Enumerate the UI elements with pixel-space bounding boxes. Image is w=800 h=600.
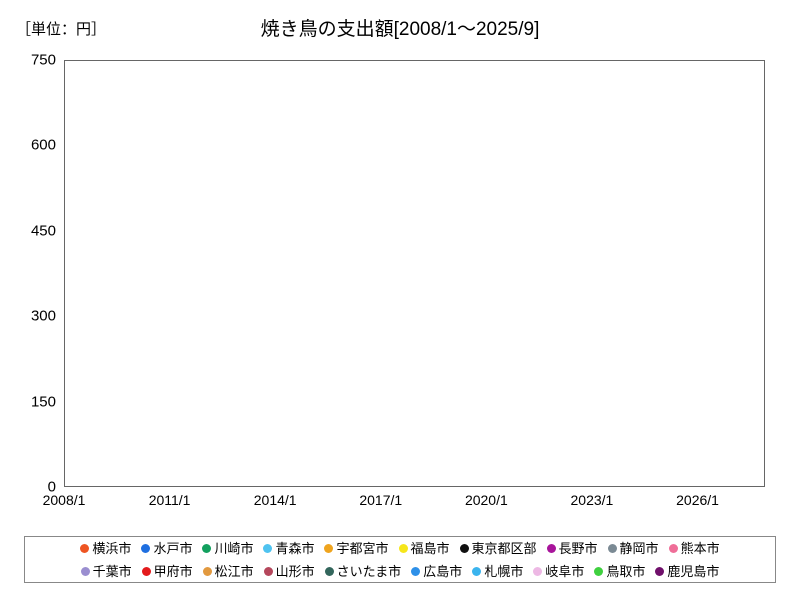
plot-frame xyxy=(64,60,765,487)
legend-label: 東京都区部 xyxy=(471,541,537,556)
legend-marker-icon xyxy=(80,567,90,576)
legend-marker-icon xyxy=(141,567,151,576)
legend-item-青森市[interactable]: 青森市 xyxy=(263,542,314,555)
legend-marker-icon xyxy=(324,567,334,576)
legend-item-鹿児島市[interactable]: 鹿児島市 xyxy=(655,565,719,578)
legend-item-川崎市[interactable]: 川崎市 xyxy=(202,542,253,555)
legend-marker-icon xyxy=(263,544,273,553)
y-tick-label: 450 xyxy=(30,222,56,240)
y-tick-label: 300 xyxy=(30,307,56,325)
legend-label: 熊本市 xyxy=(680,541,720,556)
legend-item-長野市[interactable]: 長野市 xyxy=(546,541,598,556)
legend-marker-icon xyxy=(459,544,469,553)
legend-label: 水戸市 xyxy=(153,541,193,556)
x-tick-label: 2017/1 xyxy=(359,492,403,508)
legend-marker-icon xyxy=(398,544,408,553)
legend-item-千葉市[interactable]: 千葉市 xyxy=(80,564,132,579)
legend-label: 川崎市 xyxy=(214,541,254,556)
legend-marker-icon xyxy=(411,567,421,576)
x-tick-label: 2020/1 xyxy=(464,492,508,508)
y-tick-label: 0 xyxy=(47,478,56,496)
legend-marker-icon xyxy=(533,567,543,576)
legend-marker-icon xyxy=(607,544,617,553)
x-tick-label: 2023/1 xyxy=(570,492,614,508)
legend-label: 広島市 xyxy=(423,564,463,579)
chart-title: 焼き鳥の支出額[2008/1～2025/9] xyxy=(260,19,540,40)
legend-label: さいたま市 xyxy=(336,564,402,579)
legend-label: 鳥取市 xyxy=(606,564,646,579)
legend-marker-icon xyxy=(80,544,90,553)
legend-marker-icon xyxy=(202,544,212,553)
legend-label: 岐阜市 xyxy=(545,564,585,579)
legend-item-甲府市[interactable]: 甲府市 xyxy=(141,564,193,579)
legend-item-山形市[interactable]: 山形市 xyxy=(263,564,315,579)
legend-label: 横浜市 xyxy=(92,541,132,556)
legend-label: 福島市 xyxy=(410,541,450,556)
legend-item-横浜市[interactable]: 横浜市 xyxy=(80,542,131,555)
legend-marker-icon xyxy=(263,567,273,576)
y-tick-label: 750 xyxy=(30,51,56,69)
legend-label: 千葉市 xyxy=(92,564,132,579)
legend-label: 甲府市 xyxy=(153,564,193,579)
legend-marker-icon xyxy=(202,567,212,576)
legend-label: 札幌市 xyxy=(484,564,524,579)
x-tick-label: 2014/1 xyxy=(253,492,297,508)
legend-marker-icon xyxy=(655,567,665,576)
legend-label: 松江市 xyxy=(214,564,254,579)
legend-item-鳥取市[interactable]: 鳥取市 xyxy=(594,565,645,578)
x-tick-label: 2008/1 xyxy=(42,492,86,508)
legend-label: 青森市 xyxy=(275,541,315,556)
legend-label: 静岡市 xyxy=(619,541,659,556)
legend-item-松江市[interactable]: 松江市 xyxy=(202,564,254,579)
legend-label: 山形市 xyxy=(275,564,315,579)
legend-item-宇都宮市[interactable]: 宇都宮市 xyxy=(324,541,389,556)
legend-item-岐阜市[interactable]: 岐阜市 xyxy=(533,565,584,578)
legend-label: 長野市 xyxy=(558,541,598,556)
legend-row: 千葉市 甲府市 松江市 山形市 さいたま市 広島市 札幌市 岐阜市 鳥取市 鹿児島市 xyxy=(25,560,775,583)
legend-marker-icon xyxy=(324,544,334,553)
y-tick-label: 600 xyxy=(30,136,56,154)
legend-marker-icon xyxy=(668,544,678,553)
legend-marker-icon xyxy=(594,567,604,576)
legend-item-熊本市[interactable]: 熊本市 xyxy=(668,541,720,556)
legend-marker-icon xyxy=(546,544,556,553)
legend: 横浜市 水戸市 川崎市 青森市 宇都宮市 福島市 東京都区部 長野市 静岡市 熊本市千葉市 甲府市 松… xyxy=(24,536,776,583)
legend-item-福島市[interactable]: 福島市 xyxy=(398,541,450,556)
legend-item-札幌市[interactable]: 札幌市 xyxy=(472,565,523,578)
legend-row: 横浜市 水戸市 川崎市 青森市 宇都宮市 福島市 東京都区部 長野市 静岡市 熊本市 xyxy=(25,537,775,560)
legend-item-東京都区部[interactable]: 東京都区部 xyxy=(459,541,537,556)
legend-label: 宇都宮市 xyxy=(336,541,389,556)
legend-item-広島市[interactable]: 広島市 xyxy=(411,565,462,578)
plot-area xyxy=(64,60,765,487)
y-tick-label: 150 xyxy=(30,393,56,411)
x-tick-label: 2011/1 xyxy=(148,492,191,508)
legend-item-静岡市[interactable]: 静岡市 xyxy=(607,541,659,556)
x-tick-label: 2026/1 xyxy=(676,492,719,508)
legend-marker-icon xyxy=(472,567,482,576)
legend-label: 鹿児島市 xyxy=(667,564,720,579)
legend-marker-icon xyxy=(141,544,151,553)
legend-item-水戸市[interactable]: 水戸市 xyxy=(141,542,192,555)
unit-label: ［単位：円］ xyxy=(16,21,107,38)
legend-item-さいたま市[interactable]: さいたま市 xyxy=(324,564,402,579)
